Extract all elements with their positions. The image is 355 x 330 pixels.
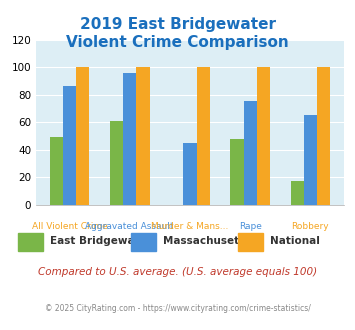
Bar	[50, 137, 63, 205]
Text: All Violent Crime: All Violent Crime	[32, 222, 107, 231]
Bar	[136, 67, 149, 205]
Bar	[257, 67, 270, 205]
Bar	[197, 67, 210, 205]
Text: East Bridgewater: East Bridgewater	[50, 236, 152, 246]
Text: Robbery: Robbery	[291, 222, 329, 231]
Bar	[317, 67, 330, 205]
Bar	[123, 73, 136, 205]
Text: National: National	[270, 236, 320, 246]
Text: Massachusetts: Massachusetts	[163, 236, 251, 246]
Text: © 2025 CityRating.com - https://www.cityrating.com/crime-statistics/: © 2025 CityRating.com - https://www.city…	[45, 304, 310, 313]
Bar	[18, 233, 43, 251]
Text: 2019 East Bridgewater: 2019 East Bridgewater	[80, 17, 275, 32]
Bar	[230, 139, 244, 205]
Bar	[110, 121, 123, 205]
Bar	[244, 102, 257, 205]
Bar	[304, 115, 317, 205]
Text: Murder & Mans...: Murder & Mans...	[151, 222, 229, 231]
Bar	[238, 233, 263, 251]
Bar	[290, 181, 304, 205]
Bar	[183, 143, 197, 205]
Text: Violent Crime Comparison: Violent Crime Comparison	[66, 35, 289, 50]
Text: Rape: Rape	[239, 222, 262, 231]
Text: Aggravated Assault: Aggravated Assault	[86, 222, 174, 231]
Bar	[131, 233, 156, 251]
Bar	[76, 67, 89, 205]
Bar	[63, 86, 76, 205]
Text: Compared to U.S. average. (U.S. average equals 100): Compared to U.S. average. (U.S. average …	[38, 267, 317, 277]
